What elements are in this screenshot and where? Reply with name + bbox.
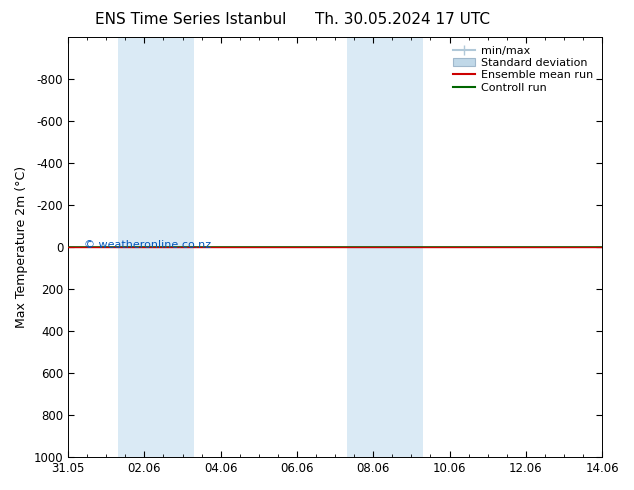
Text: ENS Time Series Istanbul: ENS Time Series Istanbul	[94, 12, 286, 27]
Text: Th. 30.05.2024 17 UTC: Th. 30.05.2024 17 UTC	[315, 12, 490, 27]
Y-axis label: Max Temperature 2m (°C): Max Temperature 2m (°C)	[15, 166, 28, 328]
Text: © weatheronline.co.nz: © weatheronline.co.nz	[84, 240, 211, 250]
Legend: min/max, Standard deviation, Ensemble mean run, Controll run: min/max, Standard deviation, Ensemble me…	[450, 43, 597, 96]
Bar	[118, 37, 194, 457]
Bar	[347, 37, 423, 457]
